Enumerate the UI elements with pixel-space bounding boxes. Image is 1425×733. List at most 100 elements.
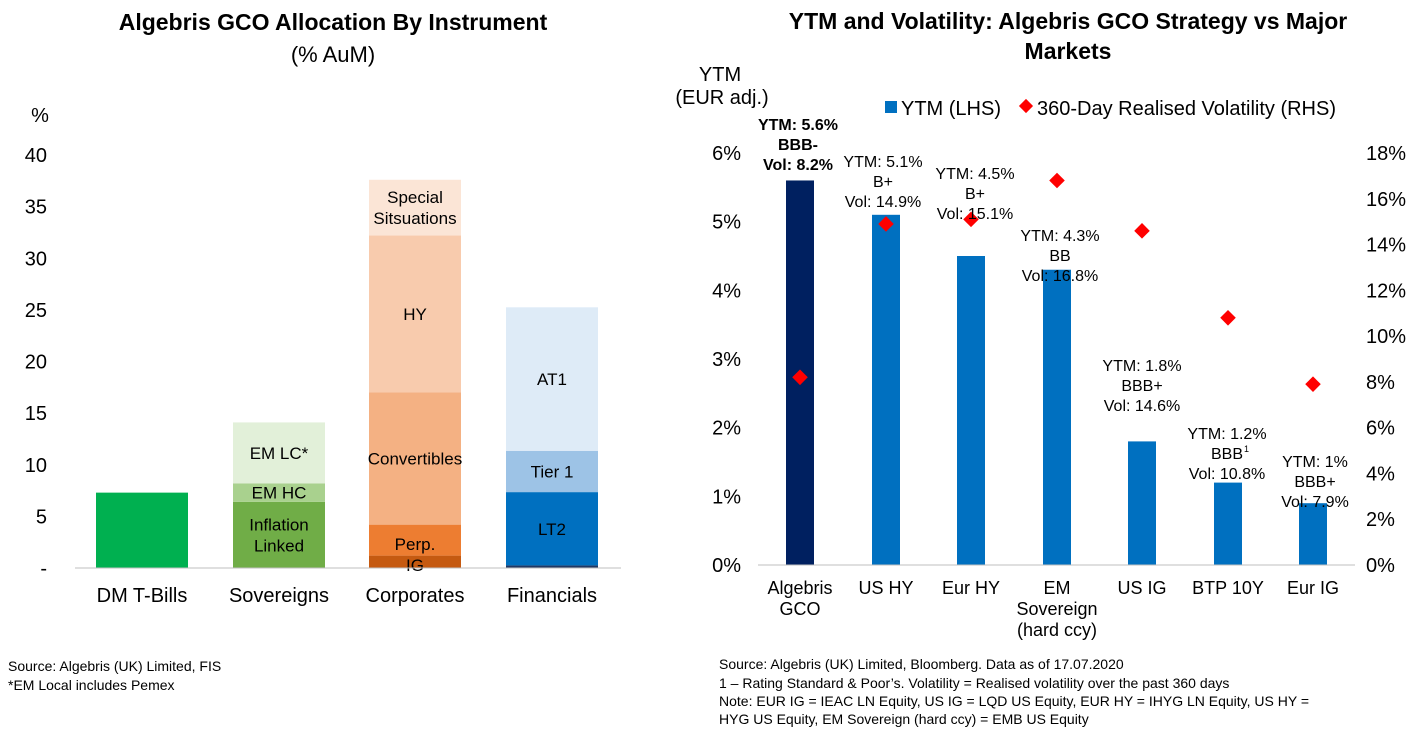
allocation-y-tick: 35 bbox=[25, 197, 47, 219]
ytm-annotation-text: Vol: 10.8% bbox=[1189, 466, 1266, 483]
volatility-point bbox=[1049, 172, 1065, 189]
ytm-chart-title-line-2: Markets bbox=[1025, 38, 1112, 64]
ytm-annotation-text: BBB+ bbox=[1121, 378, 1162, 395]
ytm-category-label: Eur HY bbox=[942, 578, 1000, 598]
allocation-segment-special-sitsuations bbox=[369, 179, 461, 236]
ytm-annotation-text: YTM: 1% bbox=[1282, 454, 1348, 471]
ytm-annotation-text: YTM: 1.2% bbox=[1187, 426, 1266, 443]
allocation-segment-label-at1: AT1 bbox=[537, 370, 567, 389]
allocation-segment-base bbox=[96, 492, 188, 568]
right-footnote-note-1: Note: EUR IG = IEAC LN Equity, US IG = L… bbox=[719, 693, 1309, 709]
ytm-left-y-tick: 0% bbox=[712, 555, 741, 577]
ytm-volatility-chart: YTM and Volatility: Algebris GCO Strateg… bbox=[675, 8, 1406, 640]
allocation-segment-at1 bbox=[506, 307, 598, 451]
ytm-category-label: Algebris bbox=[767, 578, 832, 598]
ytm-category-label: US IG bbox=[1117, 578, 1166, 598]
ytm-left-y-ticks: 0% 1% 2% 3% 4% 5% 6% bbox=[712, 143, 741, 577]
allocation-segment-label-perp-: Perp. bbox=[395, 535, 436, 554]
ytm-category-label: EM bbox=[1044, 578, 1071, 598]
allocation-x-labels: DM T-Bills Sovereigns Corporates Financials bbox=[97, 585, 597, 607]
allocation-y-tick: 25 bbox=[25, 300, 47, 322]
allocation-segment-label-lt2: LT2 bbox=[538, 520, 566, 539]
allocation-y-tick: 30 bbox=[25, 248, 47, 270]
ytm-annotation-text: YTM: 1.8% bbox=[1102, 358, 1181, 375]
allocation-y-ticks: - 5 10 15 20 25 30 35 40 bbox=[25, 145, 47, 580]
ytm-right-y-tick: 12% bbox=[1366, 280, 1406, 302]
left-footnotes: Source: Algebris (UK) Limited, FIS *EM L… bbox=[8, 658, 221, 693]
allocation-segment-tier-1 bbox=[506, 450, 598, 493]
ytm-annotation-text: Vol: 16.8% bbox=[1022, 268, 1099, 285]
ytm-annotation-text: YTM: 5.6% bbox=[758, 117, 838, 134]
allocation-segment-em-lc- bbox=[233, 422, 325, 484]
legend-ytm-swatch bbox=[885, 101, 897, 113]
ytm-left-y-tick: 5% bbox=[712, 212, 741, 234]
allocation-category-label: Sovereigns bbox=[229, 585, 329, 607]
allocation-segment-label-ig: IG bbox=[406, 556, 424, 575]
right-footnotes: Source: Algebris (UK) Limited, Bloomberg… bbox=[719, 656, 1309, 727]
ytm-left-y-tick: 1% bbox=[712, 486, 741, 508]
ytm-right-y-tick: 0% bbox=[1366, 555, 1395, 577]
allocation-category-label: Corporates bbox=[366, 585, 465, 607]
ytm-legend: YTM (LHS) 360-Day Realised Volatility (R… bbox=[885, 98, 1336, 120]
allocation-segment-base bbox=[506, 565, 598, 568]
allocation-y-tick: - bbox=[40, 558, 47, 580]
ytm-left-y-tick: 2% bbox=[712, 418, 741, 440]
ytm-annotation-text: YTM: 4.3% bbox=[1020, 228, 1099, 245]
allocation-segment-label-em-lc-: EM LC* bbox=[250, 444, 309, 463]
ytm-annotation-text: BB bbox=[1049, 248, 1070, 265]
allocation-segment-label-special-sitsuations: Special bbox=[387, 188, 443, 207]
allocation-bars: Inflation Linked EM HC EM LC* IG Perp. Convert… bbox=[96, 179, 598, 575]
allocation-category-label: DM T-Bills bbox=[97, 585, 188, 607]
ytm-category-label: Eur IG bbox=[1287, 578, 1339, 598]
ytm-bar bbox=[872, 214, 900, 566]
allocation-segment-em-hc bbox=[233, 483, 325, 502]
left-footnote-source: Source: Algebris (UK) Limited, FIS bbox=[8, 658, 221, 674]
ytm-category-label: (hard ccy) bbox=[1017, 620, 1097, 640]
ytm-annotation-text: Vol: 7.9% bbox=[1281, 494, 1349, 511]
ytm-right-y-ticks: 0% 2% 4% 6% 8% 10% 12% 14% 16% 18% bbox=[1366, 143, 1406, 577]
ytm-annotation-text: B+ bbox=[873, 174, 893, 191]
allocation-segment-ig bbox=[369, 555, 461, 568]
ytm-annotation-text: YTM: 4.5% bbox=[935, 166, 1014, 183]
allocation-segment-label-tier-1: Tier 1 bbox=[531, 462, 574, 481]
allocation-segment-convertibles bbox=[369, 392, 461, 525]
ytm-y-axis-label-line-1: YTM bbox=[699, 64, 741, 86]
allocation-segment-label-em-hc: EM HC bbox=[252, 484, 307, 503]
right-footnote-note-2: HYG US Equity, EM Sovereign (hard ccy) =… bbox=[719, 711, 1089, 727]
allocation-segment-label-inflation-linked: Linked bbox=[254, 536, 304, 555]
ytm-annotation-text: BBB- bbox=[778, 137, 818, 154]
ytm-right-y-tick: 8% bbox=[1366, 372, 1395, 394]
ytm-bar bbox=[1214, 482, 1242, 565]
allocation-y-tick: 20 bbox=[25, 352, 47, 374]
ytm-category-label: BTP 10Y bbox=[1192, 578, 1264, 598]
ytm-annotations: YTM: 5.6% BBB- Vol: 8.2% YTM: 5.1% B+ Vol: 14… bbox=[758, 117, 1349, 511]
legend-volatility-label: 360-Day Realised Volatility (RHS) bbox=[1037, 98, 1336, 120]
volatility-point bbox=[963, 211, 979, 228]
allocation-y-axis-label: % bbox=[31, 105, 49, 127]
ytm-annotation-text: B+ bbox=[965, 186, 985, 203]
allocation-chart-subtitle: (% AuM) bbox=[291, 42, 375, 67]
allocation-category-label: Financials bbox=[507, 585, 597, 607]
left-footnote-em-local: *EM Local includes Pemex bbox=[8, 677, 175, 693]
right-footnote-rating: 1 – Rating Standard & Poor’s. Volatility… bbox=[719, 675, 1229, 691]
ytm-right-y-tick: 4% bbox=[1366, 463, 1395, 485]
legend-ytm-label: YTM (LHS) bbox=[901, 98, 1001, 120]
ytm-bar bbox=[1299, 503, 1327, 565]
ytm-annotation-text: Vol: 8.2% bbox=[763, 157, 833, 174]
ytm-right-y-tick: 16% bbox=[1366, 189, 1406, 211]
ytm-category-label: Sovereign bbox=[1016, 599, 1097, 619]
allocation-segment-hy bbox=[369, 235, 461, 393]
allocation-y-tick: 5 bbox=[36, 506, 47, 528]
allocation-y-tick: 10 bbox=[25, 455, 47, 477]
allocation-y-tick: 40 bbox=[25, 145, 47, 167]
allocation-segment-label-special-sitsuations: Sitsuations bbox=[373, 209, 456, 228]
ytm-annotation-text: YTM: 5.1% bbox=[843, 154, 922, 171]
ytm-annotation-text: Vol: 15.1% bbox=[937, 206, 1014, 223]
allocation-segment-perp- bbox=[369, 524, 461, 556]
ytm-right-y-tick: 10% bbox=[1366, 326, 1406, 348]
allocation-y-tick: 15 bbox=[25, 403, 47, 425]
ytm-left-y-tick: 3% bbox=[712, 349, 741, 371]
ytm-category-label: GCO bbox=[779, 599, 820, 619]
ytm-chart-title-line-1: YTM and Volatility: Algebris GCO Strateg… bbox=[789, 8, 1348, 34]
